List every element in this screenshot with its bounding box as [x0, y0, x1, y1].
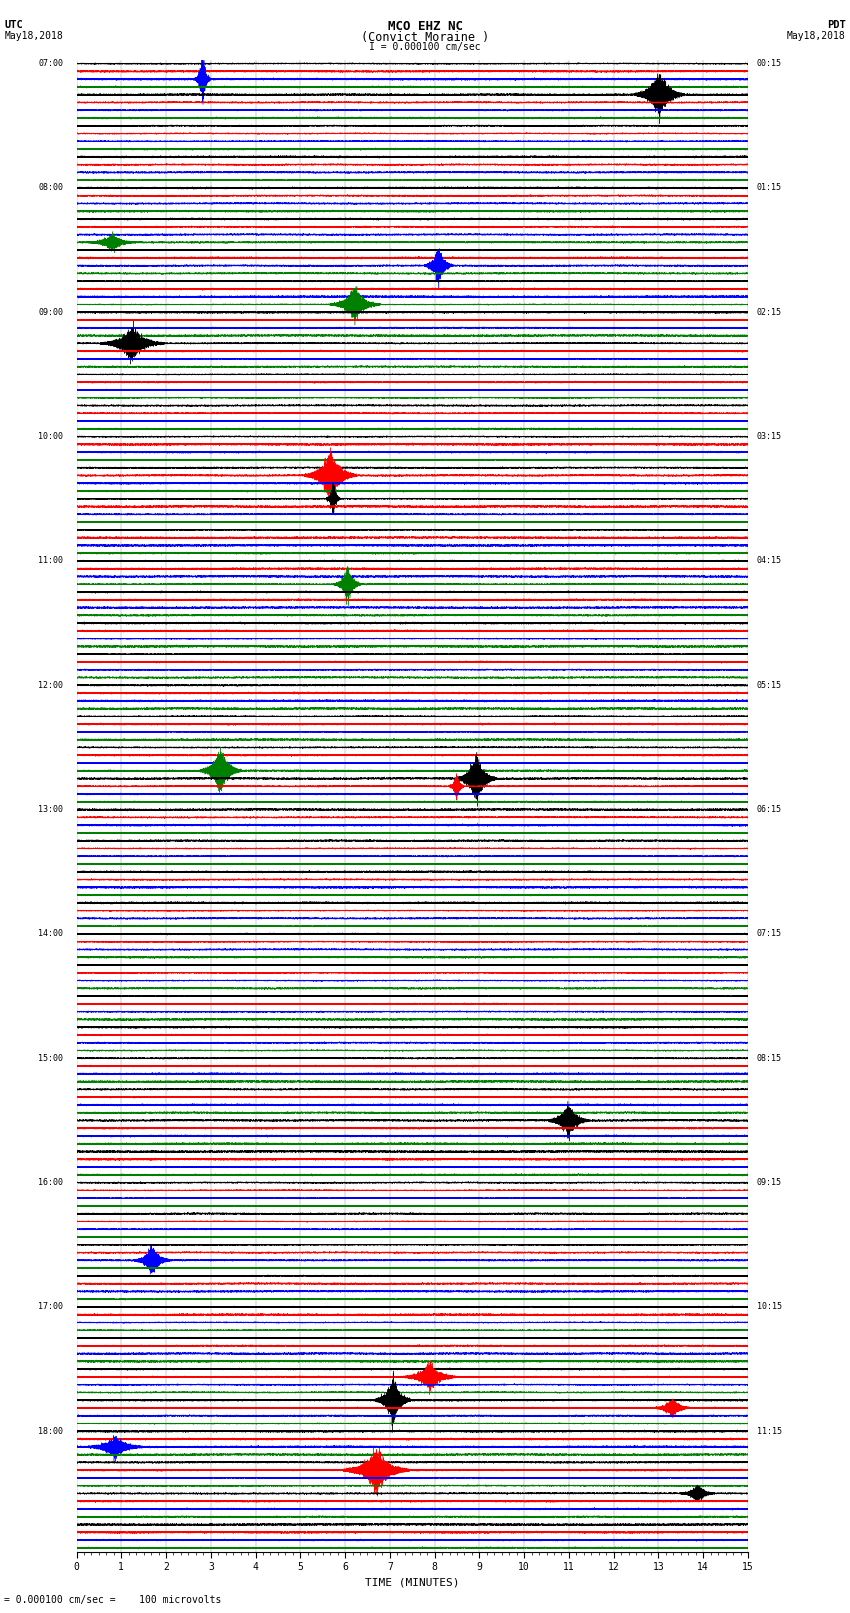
Text: 11:15: 11:15 [757, 1428, 782, 1436]
Text: 16:00: 16:00 [38, 1177, 63, 1187]
Text: 10:00: 10:00 [38, 432, 63, 440]
Text: 15:00: 15:00 [38, 1053, 63, 1063]
Text: 09:00: 09:00 [38, 308, 63, 316]
Text: 01:15: 01:15 [757, 184, 782, 192]
Text: UTC: UTC [4, 19, 23, 31]
Text: PDT: PDT [827, 19, 846, 31]
Text: 00:15: 00:15 [757, 60, 782, 68]
Text: 05:15: 05:15 [757, 681, 782, 690]
X-axis label: TIME (MINUTES): TIME (MINUTES) [365, 1578, 460, 1587]
Text: 06:15: 06:15 [757, 805, 782, 815]
Text: May18,2018: May18,2018 [4, 31, 63, 40]
Text: 10:15: 10:15 [757, 1302, 782, 1311]
Text: 02:15: 02:15 [757, 308, 782, 316]
Text: 11:00: 11:00 [38, 556, 63, 566]
Text: 04:15: 04:15 [757, 556, 782, 566]
Text: = 0.000100 cm/sec =    100 microvolts: = 0.000100 cm/sec = 100 microvolts [4, 1595, 222, 1605]
Text: MCO EHZ NC: MCO EHZ NC [388, 19, 462, 34]
Text: 14:00: 14:00 [38, 929, 63, 939]
Text: 03:15: 03:15 [757, 432, 782, 440]
Text: 13:00: 13:00 [38, 805, 63, 815]
Text: 18:00: 18:00 [38, 1428, 63, 1436]
Text: May18,2018: May18,2018 [787, 31, 846, 40]
Text: 07:15: 07:15 [757, 929, 782, 939]
Text: 12:00: 12:00 [38, 681, 63, 690]
Text: (Convict Moraine ): (Convict Moraine ) [361, 31, 489, 44]
Text: 07:00: 07:00 [38, 60, 63, 68]
Text: I = 0.000100 cm/sec: I = 0.000100 cm/sec [369, 42, 481, 52]
Text: 17:00: 17:00 [38, 1302, 63, 1311]
Text: 08:00: 08:00 [38, 184, 63, 192]
Text: 08:15: 08:15 [757, 1053, 782, 1063]
Text: 09:15: 09:15 [757, 1177, 782, 1187]
